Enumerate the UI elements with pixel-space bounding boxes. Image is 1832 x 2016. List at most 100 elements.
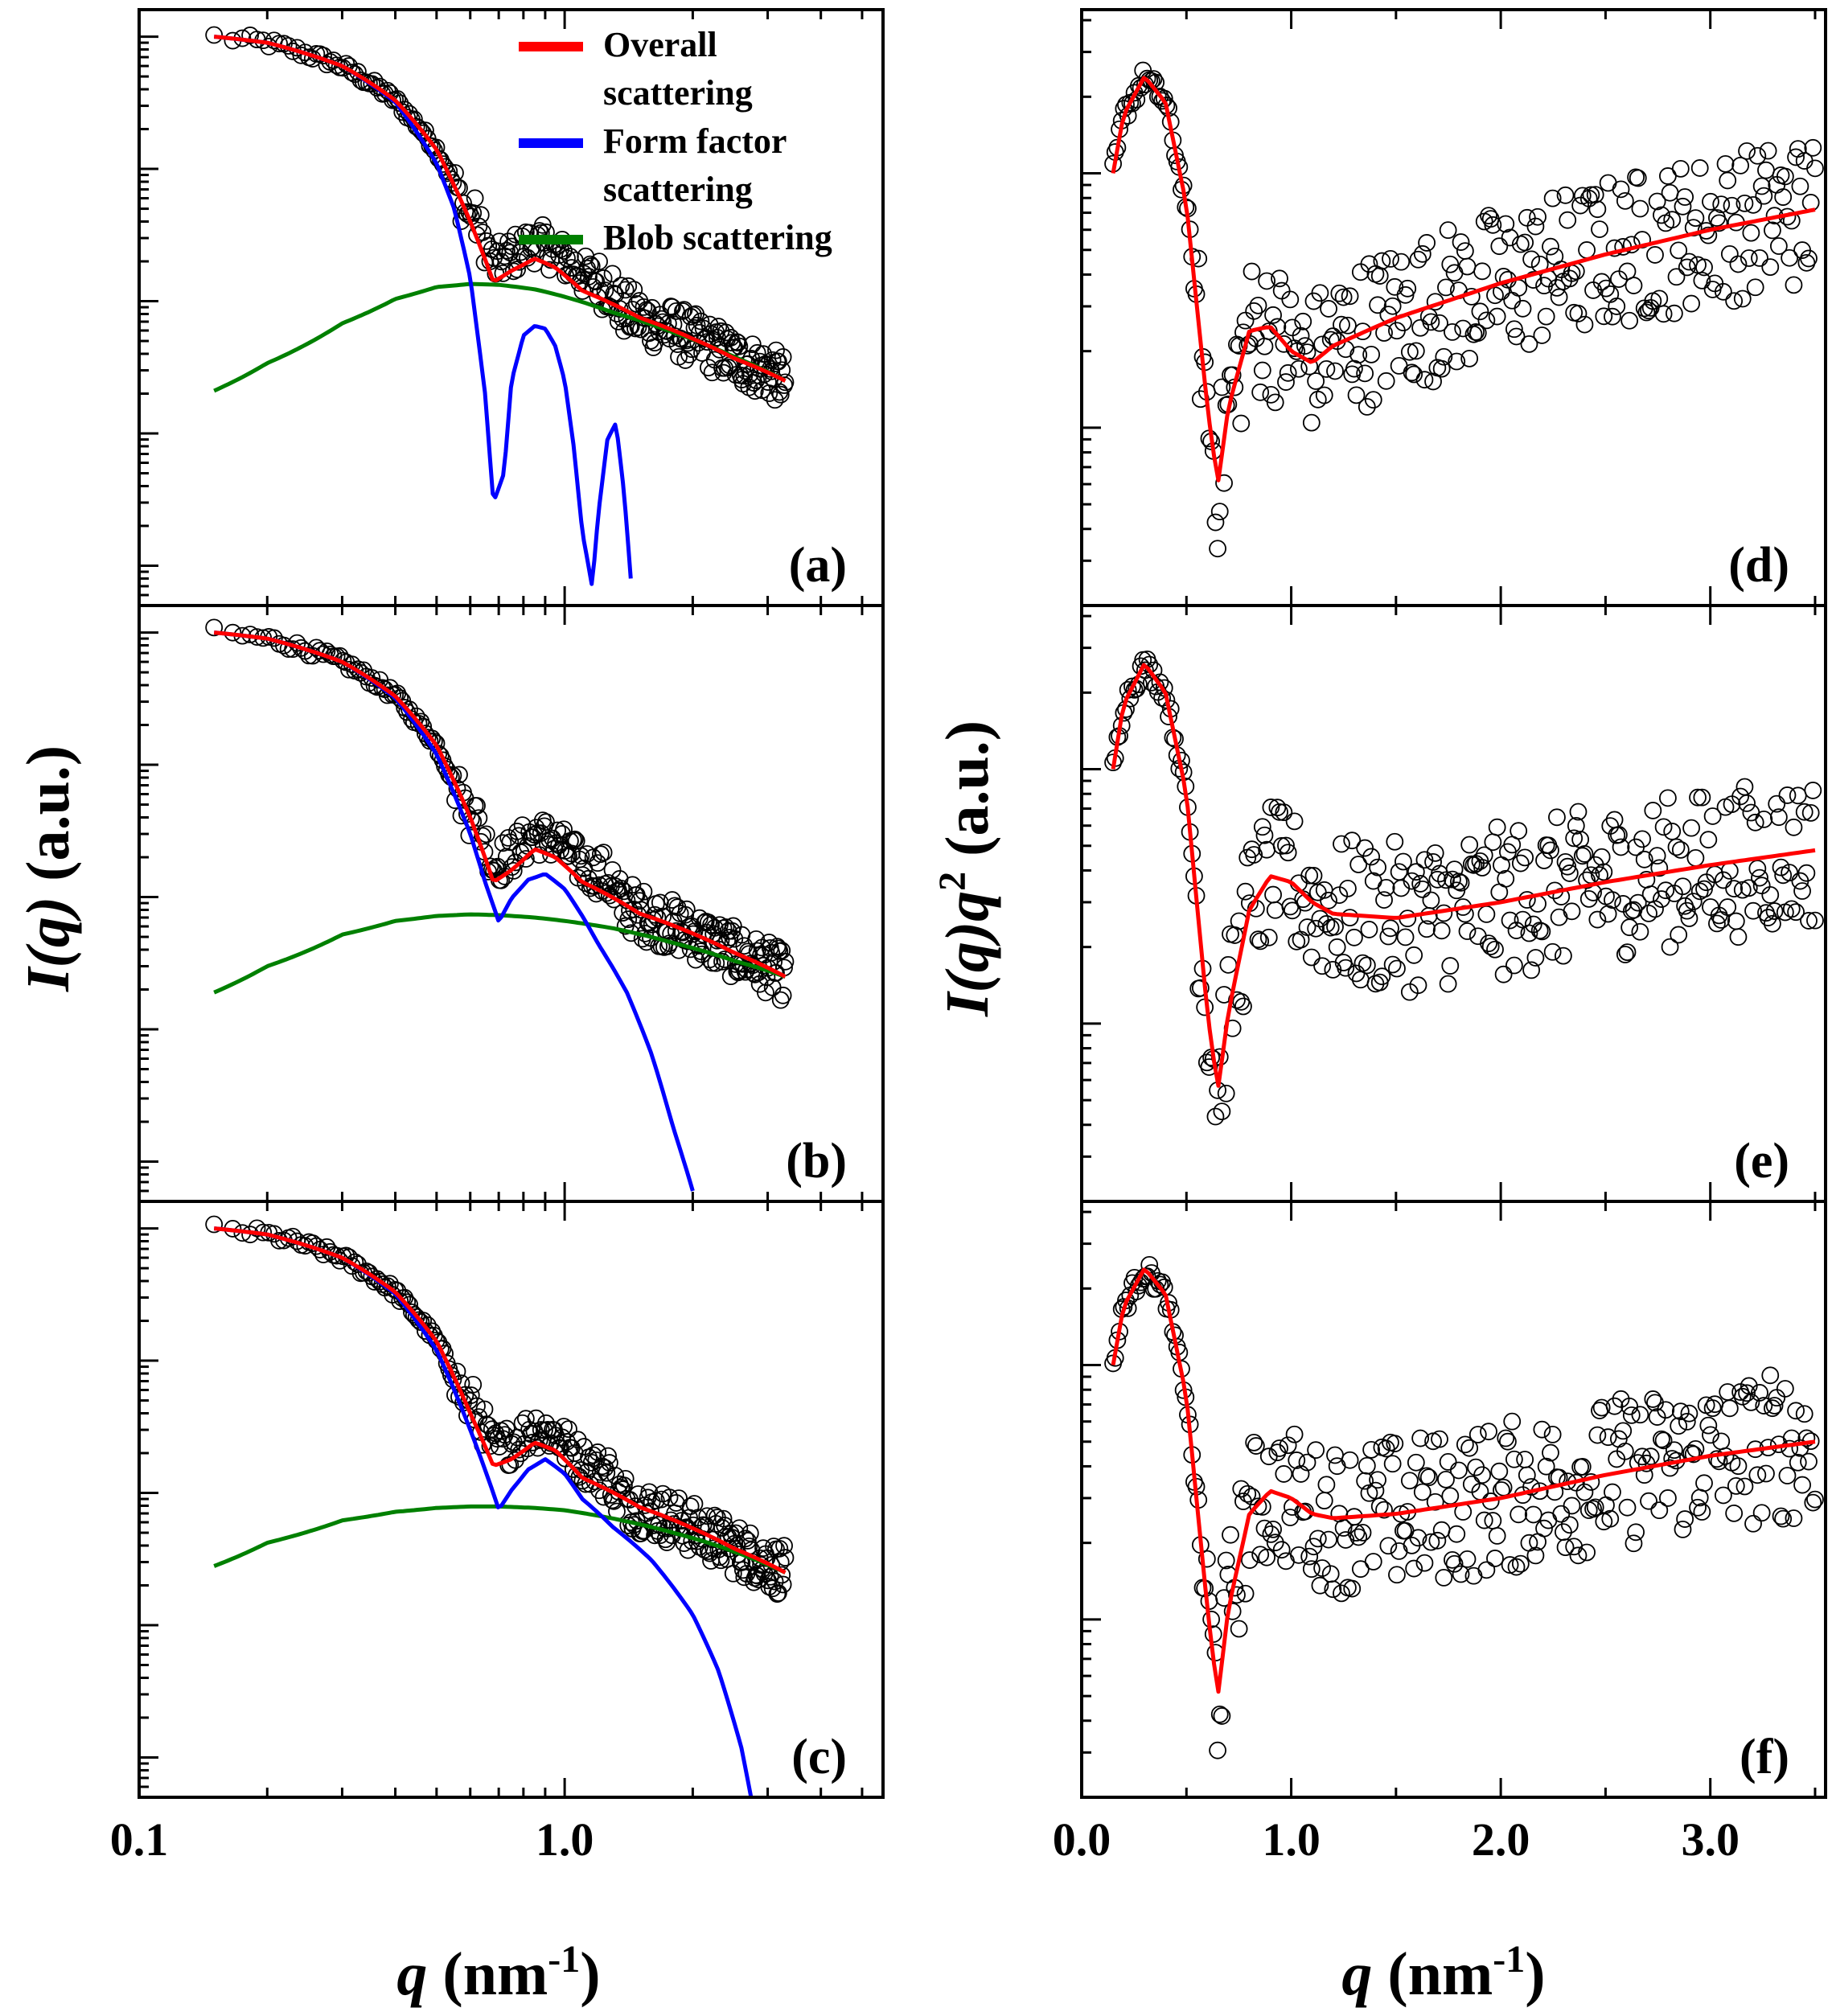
data-point <box>1622 1406 1641 1424</box>
data-point <box>1249 296 1267 314</box>
data-point <box>1400 343 1419 361</box>
data-point <box>1279 363 1297 382</box>
data-point <box>1533 326 1551 344</box>
data-point <box>1490 237 1509 256</box>
data-point <box>1409 976 1427 995</box>
data-point <box>1339 316 1357 335</box>
data-point <box>1659 789 1677 807</box>
data-point <box>1409 250 1427 269</box>
data-point <box>1733 881 1752 899</box>
y-title-right-base: I <box>934 991 1001 1017</box>
data-point <box>1676 1510 1694 1528</box>
data-point <box>1315 881 1333 899</box>
data-point <box>1678 901 1696 920</box>
data-point <box>1358 956 1376 975</box>
data-point <box>1542 237 1559 256</box>
data-point <box>612 277 631 295</box>
data-point <box>581 255 599 273</box>
data-point <box>1298 918 1316 936</box>
data-point <box>1719 1383 1737 1401</box>
data-point <box>1238 1484 1257 1503</box>
data-point <box>1542 1443 1559 1462</box>
data-point <box>1448 352 1466 371</box>
panel-e: (e) <box>1080 604 1827 1203</box>
data-point <box>1769 808 1788 827</box>
data-point <box>1369 296 1386 314</box>
data-point <box>1631 199 1649 218</box>
data-point <box>1635 850 1653 868</box>
panel-label: (a) <box>789 538 847 593</box>
data-point <box>1787 148 1805 166</box>
overall-scatteringcurve <box>1111 76 1816 482</box>
data-point <box>1215 474 1233 492</box>
data-point <box>1759 142 1777 160</box>
data-point <box>587 273 606 291</box>
data-point <box>498 241 516 260</box>
data-point <box>1197 1550 1216 1568</box>
data-point <box>1245 1433 1263 1451</box>
data-point <box>1800 912 1818 930</box>
data-point <box>594 269 613 287</box>
data-point <box>1356 364 1374 383</box>
data-point <box>1804 1493 1822 1512</box>
data-point <box>1703 807 1722 825</box>
data-point <box>1313 1559 1331 1577</box>
data-point <box>1458 922 1477 940</box>
data-point <box>1789 786 1807 805</box>
data-point <box>1251 383 1270 401</box>
data-point <box>205 1215 224 1234</box>
data-point <box>1288 1451 1306 1469</box>
data-point <box>1300 1547 1319 1566</box>
data-point <box>1302 413 1321 432</box>
data-point <box>1240 1551 1259 1569</box>
panel-label: (b) <box>786 1134 847 1189</box>
data-point <box>1699 831 1718 849</box>
data-point <box>1654 818 1673 836</box>
data-point <box>1785 818 1803 836</box>
data-point <box>1343 831 1362 850</box>
data-point <box>1661 183 1679 202</box>
data-point <box>1477 311 1496 330</box>
data-point <box>1497 1429 1515 1447</box>
y-title-left-unit: (a.u.) <box>14 745 82 897</box>
data-point <box>1435 1569 1453 1587</box>
data-point <box>475 1400 494 1419</box>
data-point <box>676 905 695 924</box>
data-point <box>1748 1466 1767 1484</box>
data-point <box>1689 788 1707 807</box>
data-point <box>1441 957 1460 975</box>
data-point <box>1559 211 1577 229</box>
overall-scatteringcurve <box>213 35 787 383</box>
x-title-right-var: q <box>1341 1940 1372 2008</box>
data-point <box>1405 365 1423 384</box>
data-point <box>1719 898 1737 916</box>
data-point <box>1776 1380 1794 1398</box>
data-point <box>1746 813 1764 831</box>
data-point <box>1501 911 1519 930</box>
data-point <box>1612 180 1630 199</box>
data-point <box>769 352 787 371</box>
data-point <box>391 1292 409 1310</box>
legend-swatch-overall <box>519 42 583 51</box>
data-point <box>1422 1533 1440 1551</box>
data-point <box>1641 1447 1660 1466</box>
data-point <box>1752 177 1771 195</box>
data-point <box>1277 1552 1295 1571</box>
data-point <box>1490 1462 1509 1480</box>
data-point <box>1616 1442 1634 1460</box>
data-point <box>1782 900 1801 918</box>
data-point <box>590 253 608 271</box>
data-point <box>1703 1399 1722 1418</box>
data-markers <box>1104 61 1824 558</box>
data-point <box>1620 311 1639 330</box>
y-title-left-paren: (q) <box>14 897 82 968</box>
x-tick-label: 0.0 <box>1053 1813 1111 1866</box>
data-point <box>1524 271 1542 289</box>
data-point <box>1326 362 1344 380</box>
data-point <box>1640 1492 1657 1510</box>
data-point <box>1690 882 1709 901</box>
data-point <box>1284 901 1301 920</box>
data-point <box>1503 291 1522 310</box>
x-tick-label: 3.0 <box>1681 1813 1740 1866</box>
data-point <box>1629 893 1647 912</box>
